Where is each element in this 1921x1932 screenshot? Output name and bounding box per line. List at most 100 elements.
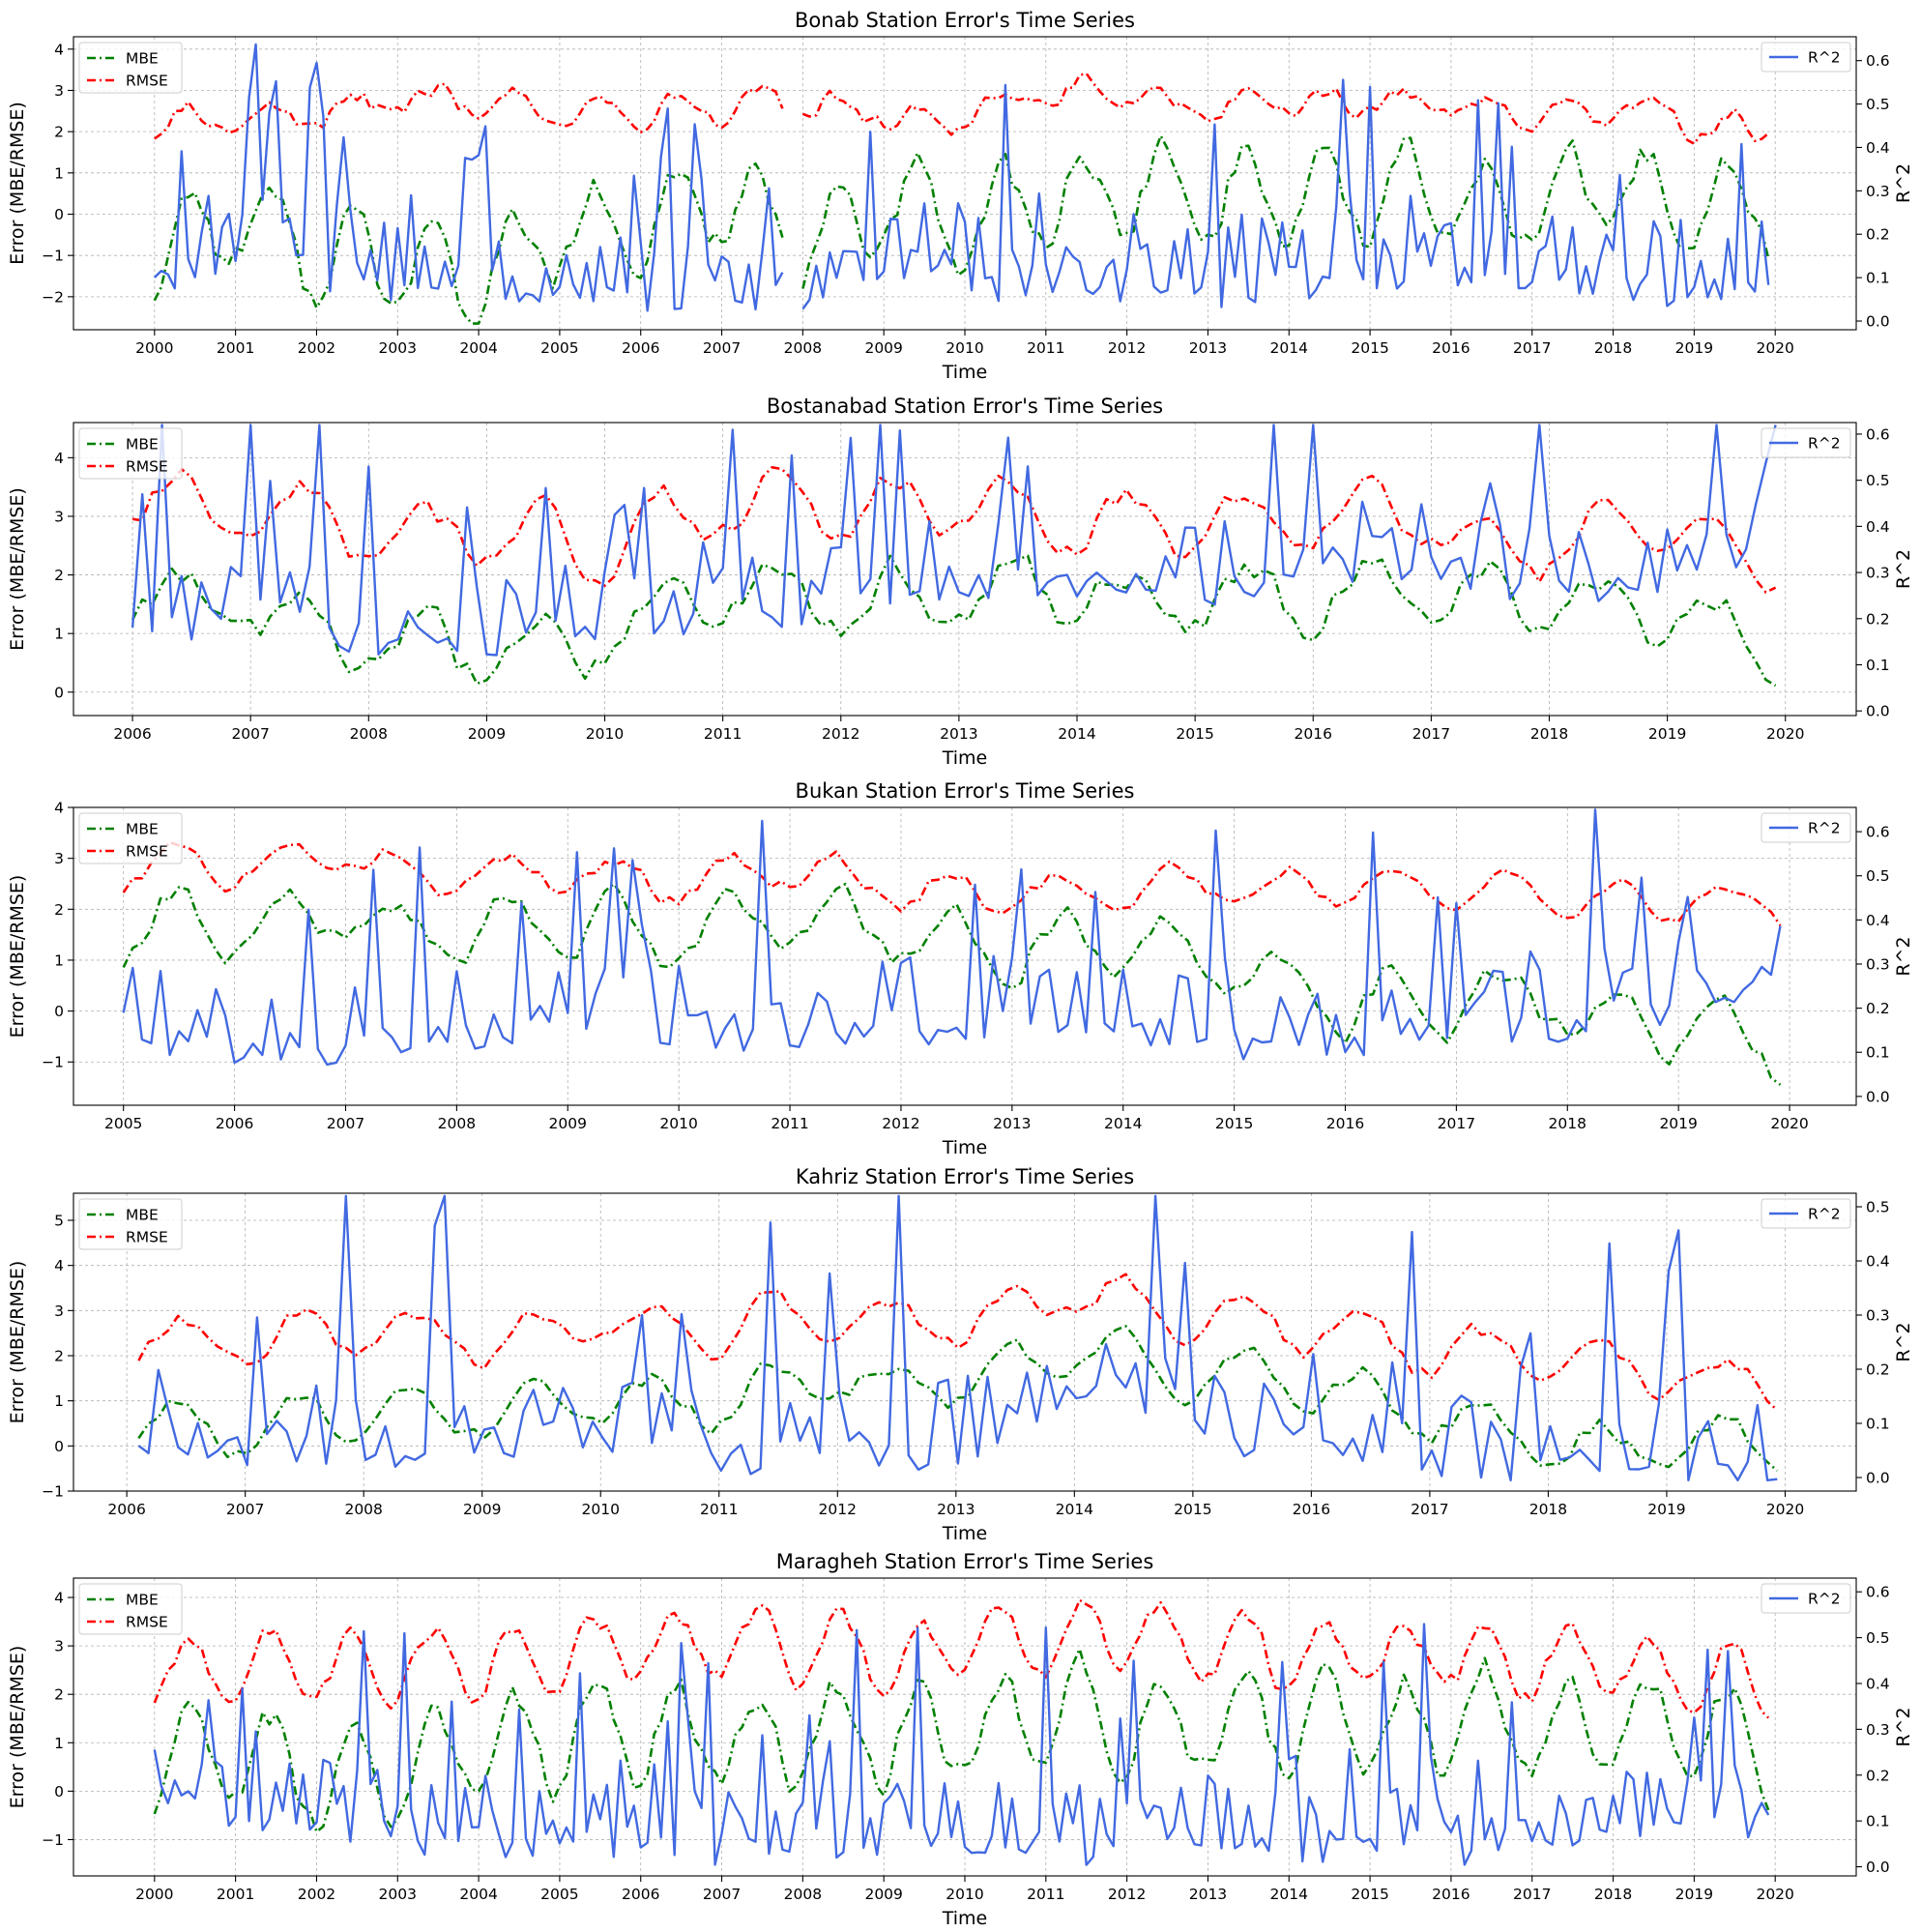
chart-title: Bonab Station Error's Time Series — [795, 9, 1135, 32]
y2-tick-label: 0.3 — [1866, 565, 1890, 582]
y-tick-label: 5 — [54, 1213, 64, 1230]
y-tick-label: 4 — [54, 800, 64, 817]
series-line-mbe — [137, 1325, 1779, 1472]
y-axis-label: Error (MBE/RMSE) — [7, 487, 28, 651]
y-axis-label: Error (MBE/RMSE) — [7, 875, 28, 1039]
legend-right: R^2 — [1761, 812, 1851, 843]
x-tick-label: 2017 — [1513, 339, 1551, 357]
y2-tick-label: 0.6 — [1866, 52, 1890, 70]
x-tick-label: 2011 — [704, 725, 742, 743]
y2-tick-label: 0.2 — [1866, 610, 1890, 628]
x-tick-label: 2005 — [540, 339, 578, 357]
x-tick-label: 2017 — [1513, 1886, 1551, 1903]
y-tick-label: 2 — [54, 901, 64, 919]
y-tick-label: 1 — [54, 164, 64, 182]
plot-frame — [73, 422, 1857, 717]
chart-title: Bukan Station Error's Time Series — [796, 779, 1135, 803]
x-tick-label: 2007 — [231, 725, 269, 743]
y2-tick-label: 0.3 — [1866, 1307, 1890, 1325]
y-tick-label: 2 — [54, 1686, 64, 1704]
x-tick-label: 2010 — [946, 1886, 983, 1903]
x-tick-label: 2002 — [298, 1886, 335, 1903]
x-tick-label: 2015 — [1215, 1115, 1253, 1132]
legend-box — [1761, 812, 1851, 843]
y-tick-label: −1 — [42, 1831, 64, 1849]
x-tick-label: 2020 — [1770, 1115, 1808, 1132]
series-line-rmse — [131, 466, 1777, 594]
x-tick-label: 2010 — [946, 339, 983, 357]
x-tick-label: 2010 — [659, 1115, 697, 1132]
y2-tick-label: 0.1 — [1866, 270, 1890, 287]
y2-tick-label: 0.4 — [1866, 912, 1890, 929]
x-tick-label: 2018 — [1594, 1886, 1632, 1903]
series-line-r2 — [122, 808, 1782, 1067]
x-tick-label: 2007 — [703, 339, 741, 357]
legend-right: R^2 — [1761, 1198, 1851, 1229]
x-tick-label: 2008 — [784, 1886, 822, 1903]
y-axis-label: Error (MBE/RMSE) — [7, 1261, 28, 1424]
legend-left: MBE RMSE — [78, 427, 183, 480]
y-tick-label: 3 — [54, 850, 64, 867]
series-line-r2 — [137, 1194, 1778, 1481]
y2-tick-label: 0.3 — [1866, 955, 1890, 973]
x-tick-label: 2016 — [1295, 725, 1332, 743]
y-tick-label: 3 — [54, 82, 64, 100]
x-tick-label: 2008 — [344, 1501, 382, 1518]
x-tick-label: 2015 — [1351, 339, 1388, 357]
y2-tick-label: 0.1 — [1866, 657, 1890, 674]
y2-tick-label: 0.2 — [1866, 1000, 1890, 1017]
y-tick-label: 1 — [54, 1735, 64, 1752]
x-tick-label: 2020 — [1766, 1501, 1804, 1518]
x-tick-label: 2008 — [350, 725, 388, 743]
series-line-mbe — [153, 1648, 1770, 1833]
legend-left: MBE RMSE — [78, 42, 183, 94]
x-tick-label: 2017 — [1411, 1501, 1448, 1518]
legend-label-mbe: MBE — [126, 821, 159, 838]
x-tick-label: 2013 — [1189, 339, 1227, 357]
y2-tick-label: 0.6 — [1866, 824, 1890, 841]
x-tick-label: 2013 — [937, 1501, 975, 1518]
x-axis-label: Time — [942, 362, 988, 383]
series-line-rmse — [122, 840, 1782, 926]
y-tick-label: −1 — [42, 248, 64, 265]
x-tick-label: 2020 — [1756, 339, 1793, 357]
x-tick-label: 2019 — [1648, 725, 1686, 743]
series-line-mbe — [131, 554, 1777, 688]
y2-axis-label: R^2 — [1893, 549, 1914, 589]
y-tick-label: 4 — [54, 1257, 64, 1274]
y-tick-label: 3 — [54, 1303, 64, 1320]
legend-left: MBE RMSE — [78, 1198, 183, 1250]
x-tick-label: 2009 — [468, 725, 506, 743]
y2-axis-label: R^2 — [1893, 1322, 1914, 1361]
x-tick-label: 2015 — [1176, 725, 1213, 743]
chart-title: Kahriz Station Error's Time Series — [796, 1165, 1134, 1188]
legend-label-mbe: MBE — [126, 1207, 159, 1224]
x-tick-label: 2014 — [1104, 1115, 1142, 1132]
y-tick-label: 3 — [54, 1638, 64, 1655]
y2-tick-label: 0.5 — [1866, 1199, 1890, 1216]
x-tick-label: 2011 — [700, 1501, 738, 1518]
y-tick-label: −1 — [42, 1054, 64, 1071]
x-tick-label: 2007 — [327, 1115, 364, 1132]
x-tick-label: 2019 — [1659, 1115, 1697, 1132]
legend-label-rmse: RMSE — [126, 73, 168, 90]
x-tick-label: 2020 — [1756, 1886, 1793, 1903]
chart-title: Maragheh Station Error's Time Series — [776, 1550, 1154, 1573]
chart-panel-4: 2006 2007 2008 2009 2010 2011 2012 2013 2014 2015… — [7, 1165, 1914, 1544]
x-tick-label: 2007 — [703, 1886, 741, 1903]
x-tick-label: 2017 — [1412, 725, 1450, 743]
x-tick-label: 2003 — [379, 339, 417, 357]
legend-label-r2: R^2 — [1808, 1206, 1841, 1223]
y-tick-label: 2 — [54, 567, 64, 584]
y2-tick-label: 0.1 — [1866, 1416, 1890, 1433]
x-tick-label: 2016 — [1432, 1886, 1470, 1903]
legend-label-r2: R^2 — [1808, 820, 1841, 837]
x-axis-label: Time — [942, 747, 988, 769]
x-tick-label: 2017 — [1438, 1115, 1475, 1132]
y-tick-label: 1 — [54, 1392, 64, 1410]
y-axis-label: Error (MBE/RMSE) — [7, 102, 28, 265]
y-tick-label: 1 — [54, 626, 64, 643]
y-tick-label: 4 — [54, 450, 64, 467]
series-line-r2 — [153, 43, 784, 312]
x-axis-label: Time — [942, 1137, 988, 1158]
